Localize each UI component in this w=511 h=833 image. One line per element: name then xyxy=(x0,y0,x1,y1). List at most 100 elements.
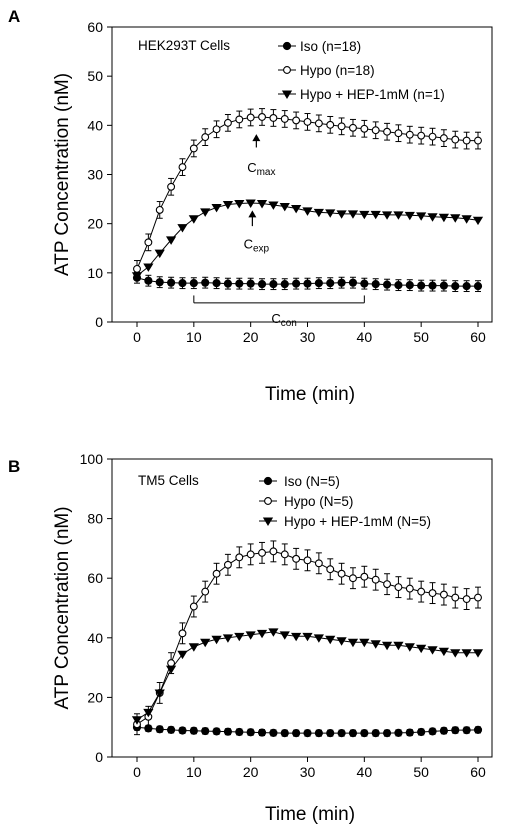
data-point xyxy=(177,650,188,660)
cmax-label: Cmax xyxy=(247,160,275,178)
data-point xyxy=(235,727,244,737)
data-point xyxy=(212,125,221,134)
y-tick-label: 60 xyxy=(87,570,103,586)
chart-title: TM5 Cells xyxy=(138,473,199,488)
data-point xyxy=(450,214,461,223)
data-point xyxy=(326,729,335,738)
data-point xyxy=(451,726,460,735)
data-point xyxy=(438,213,450,223)
x-tick-label: 40 xyxy=(357,329,373,345)
data-point xyxy=(279,631,290,640)
series-3 xyxy=(131,199,484,281)
series-1 xyxy=(132,723,483,738)
data-point xyxy=(313,634,324,643)
x-tick-label: 60 xyxy=(470,329,486,345)
series-3 xyxy=(131,628,484,725)
x-axis-label: Time (min) xyxy=(265,804,355,825)
panel-label-b: B xyxy=(8,457,20,476)
data-point xyxy=(450,649,461,658)
series-line xyxy=(136,631,478,721)
data-point xyxy=(303,117,312,126)
series-1 xyxy=(132,271,483,293)
data-point xyxy=(405,130,414,139)
data-point xyxy=(235,553,244,562)
data-point xyxy=(201,278,210,287)
data-point xyxy=(268,201,279,210)
data-point xyxy=(257,728,267,737)
data-point xyxy=(189,279,198,288)
data-point xyxy=(428,727,437,736)
data-point xyxy=(451,593,460,602)
data-point xyxy=(188,215,199,224)
x-tick-label: 0 xyxy=(133,329,141,345)
data-point xyxy=(393,641,404,651)
data-point xyxy=(222,201,234,210)
data-point xyxy=(360,279,369,288)
data-point xyxy=(292,554,301,563)
data-point xyxy=(347,638,359,648)
data-point xyxy=(473,725,483,734)
data-point xyxy=(212,569,221,578)
data-point xyxy=(302,632,313,642)
data-point xyxy=(337,569,346,578)
data-point xyxy=(201,726,210,736)
data-point xyxy=(234,632,245,642)
x-tick-label: 30 xyxy=(300,764,316,780)
data-point xyxy=(472,216,484,226)
data-point xyxy=(416,644,427,654)
data-point xyxy=(404,211,415,221)
data-point xyxy=(165,665,177,675)
data-point xyxy=(235,115,244,124)
data-point xyxy=(246,279,255,288)
data-point xyxy=(313,208,324,218)
data-point xyxy=(393,211,404,220)
data-point xyxy=(337,122,346,131)
legend-marker xyxy=(262,517,274,526)
data-point xyxy=(404,643,415,652)
x-tick-label: 50 xyxy=(413,329,429,345)
data-point xyxy=(371,280,380,289)
data-point xyxy=(291,204,302,214)
data-point xyxy=(336,210,347,219)
data-point xyxy=(246,728,255,737)
data-point xyxy=(417,131,426,140)
x-tick-label: 10 xyxy=(186,764,202,780)
data-point xyxy=(303,729,312,738)
data-point xyxy=(337,278,346,287)
y-tick-label: 0 xyxy=(95,314,103,330)
data-point xyxy=(394,728,403,737)
legend-label: Hypo (n=18) xyxy=(300,63,375,78)
data-point xyxy=(303,556,312,565)
data-point xyxy=(257,280,267,289)
data-point xyxy=(428,281,437,290)
cexp-label: Cexp xyxy=(244,236,270,254)
data-point xyxy=(200,638,211,648)
data-point xyxy=(405,728,414,737)
data-point xyxy=(201,587,210,596)
data-point xyxy=(347,210,359,219)
y-tick-label: 60 xyxy=(87,19,103,35)
y-tick-label: 40 xyxy=(87,630,103,646)
data-point xyxy=(383,127,392,136)
data-point xyxy=(211,203,222,213)
x-tick-label: 20 xyxy=(243,329,259,345)
data-point xyxy=(167,278,176,287)
data-point xyxy=(314,279,323,288)
y-tick-label: 20 xyxy=(87,689,103,705)
data-point xyxy=(258,113,266,121)
legend-marker xyxy=(263,476,273,486)
legend-label: Hypo + HEP-1mM (n=1) xyxy=(300,87,445,102)
data-point xyxy=(428,589,437,598)
data-point xyxy=(256,200,268,209)
data-point xyxy=(165,236,177,245)
data-point xyxy=(246,113,255,122)
data-point xyxy=(178,726,187,735)
data-point xyxy=(223,560,232,569)
series-2 xyxy=(133,108,482,278)
data-point xyxy=(439,281,448,290)
data-point xyxy=(439,134,448,143)
data-point xyxy=(178,279,187,288)
cexp-arrow-head xyxy=(248,210,257,218)
x-tick-label: 50 xyxy=(413,764,429,780)
legend-label: Hypo + HEP-1mM (N=5) xyxy=(284,514,431,529)
